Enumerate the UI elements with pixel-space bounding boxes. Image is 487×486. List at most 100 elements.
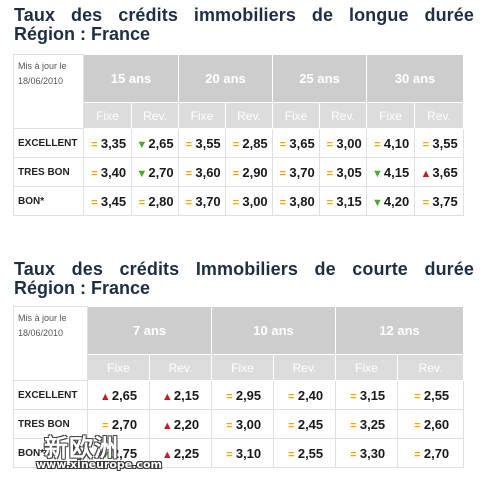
rate-cell: = 3,00 [319,128,368,158]
table-row: BON* = 3,45 = 2,80 = 3,70 = 3,00 = 3,80 = 3,15 ▼4,20 =… [13,186,465,216]
equal-icon: = [350,390,357,403]
update-date-label: Mis à jour le 18/06/2010 [13,306,88,381]
long-term-title-line2: Région : France [14,24,151,44]
rate-value: 3,30 [359,445,386,461]
table-row: TRES BON = 3,40 ▼2,70 = 3,60 = 2,90 = 3,70 = 3,05 ▼4… [13,157,465,187]
rate-value: 3,00 [336,135,362,151]
equal-icon: = [326,196,334,209]
rate-cell: = 3,00 [211,409,274,439]
rate-value: 2,15 [173,387,200,403]
rate-value: 2,45 [297,416,324,432]
rate-cell: = 3,15 [319,186,368,216]
rate-cell: = 2,85 [225,128,274,158]
rate-cell: = 3,35 [83,128,132,158]
equal-icon: = [91,196,98,209]
rate-value: 3,05 [336,164,362,180]
rate-cell: = 3,75 [414,186,465,216]
fixed-rate-header: Fixe [335,354,399,381]
arrow-down-icon: ▼ [99,448,111,461]
equal-icon: = [288,419,295,432]
rate-value: 3,15 [359,387,386,403]
arrow-down-icon: ▼ [371,167,383,180]
rate-value: 2,65 [148,135,174,151]
rate-cell: = 2,90 [225,157,274,187]
rate-value: 3,75 [432,193,458,209]
revisable-rate-header: Rev. [397,354,465,381]
rate-value: 3,00 [235,416,262,432]
arrow-down-icon: ▼ [136,167,148,180]
equal-icon: = [414,448,421,461]
rate-value: 4,15 [383,164,410,180]
short-term-rates-table: Mis à jour le 18/06/2010 7 ans 10 ans 12 a… [13,306,465,468]
term-header: 30 ans [366,54,465,103]
rate-cell: = 3,15 [335,380,399,410]
table-row: BON* ▼2,75 ▲2,25 = 3,10 = 2,55 = 3,30 = 2,70 [13,438,465,468]
update-date-label: Mis à jour le 18/06/2010 [13,54,84,129]
equal-icon: = [226,390,233,403]
rate-value: 3,10 [235,445,262,461]
arrow-up-icon: ▲ [161,390,173,403]
equal-icon: = [422,138,430,151]
rate-cell: = 2,70 [87,409,150,439]
rate-cell: = 3,10 [211,438,274,468]
equal-icon: = [185,167,193,180]
rate-cell: = 3,55 [414,128,465,158]
arrow-up-icon: ▲ [161,448,173,461]
revisable-rate-header: Rev. [130,102,180,129]
short-term-title-line1: Taux des crédits Immobiliers de courte d… [14,259,474,279]
equal-icon: = [185,138,193,151]
term-header: 20 ans [178,54,274,103]
arrow-up-icon: ▲ [420,167,432,180]
rate-cell: = 2,60 [397,409,465,439]
rate-value: 2,70 [148,164,174,180]
profile-label: TRES BON [13,157,84,187]
term-header: 15 ans [82,54,180,103]
rate-value: 2,60 [423,416,450,432]
rate-value: 3,35 [100,135,127,151]
fixed-rate-header: Fixe [83,102,132,129]
table-row: EXCELLENT ▲2,65 ▲2,15 = 2,95 = 2,40 = 3,15 = 2,55 [13,380,465,410]
rate-cell: ▼4,20 [366,186,416,216]
fixed-rate-header: Fixe [211,354,274,381]
rate-value: 4,20 [383,193,410,209]
rate-value: 2,95 [235,387,262,403]
equal-icon: = [226,419,233,432]
rate-value: 3,55 [432,135,458,151]
equal-icon: = [350,419,357,432]
rate-cell: = 3,70 [178,186,227,216]
rate-cell: = 3,55 [178,128,227,158]
rate-value: 2,20 [173,416,200,432]
rate-value: 3,45 [100,193,127,209]
rate-value: 3,65 [289,135,315,151]
rate-cell: ▲3,65 [414,157,465,187]
equal-icon: = [326,138,334,151]
revisable-rate-header: Rev. [225,102,274,129]
rate-value: 3,55 [195,135,221,151]
equal-icon: = [232,138,240,151]
equal-icon: = [91,167,98,180]
arrow-down-icon: ▼ [136,138,148,151]
long-term-title-line1: Taux des crédits immobiliers de longue d… [14,5,474,25]
term-header: 12 ans [335,306,465,355]
term-header: 25 ans [272,54,368,103]
table-row: EXCELLENT = 3,35 ▼2,65 = 3,55 = 2,85 = 3,65 = 3,00 =… [13,128,465,158]
rate-cell: ▼2,75 [87,438,150,468]
equal-icon: = [226,448,233,461]
table-row: TRES BON = 2,70 ▲2,20 = 3,00 = 2,45 = 3,25 = 2,60 [13,409,465,439]
rate-value: 2,70 [111,416,138,432]
rate-cell: = 3,70 [272,157,321,187]
rate-cell: = 2,55 [397,380,465,410]
fixed-rate-header: Fixe [366,102,416,129]
equal-icon: = [374,138,381,151]
profile-label: EXCELLENT [13,380,88,410]
equal-icon: = [232,167,240,180]
rate-cell: = 3,60 [178,157,227,187]
equal-icon: = [414,390,421,403]
arrow-up-icon: ▲ [161,419,173,432]
rate-cell: = 2,45 [272,409,337,439]
rate-value: 2,70 [423,445,450,461]
rate-value: 3,15 [336,193,362,209]
rate-value: 2,85 [242,135,268,151]
rate-value: 2,55 [423,387,450,403]
fixed-rate-header: Fixe [272,102,321,129]
